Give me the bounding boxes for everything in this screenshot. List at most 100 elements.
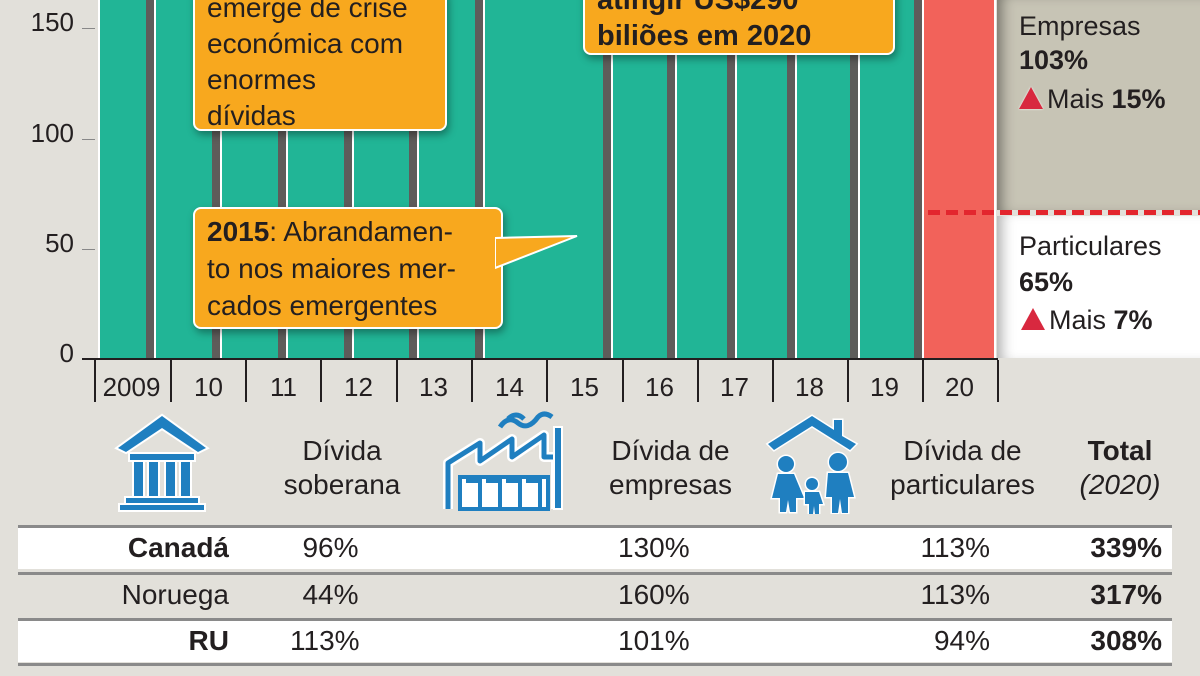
corporate-cell: 101% (618, 625, 690, 656)
y-tick (82, 28, 95, 29)
country-cell: Canadá (127, 532, 229, 563)
x-tick (471, 360, 473, 402)
legend-empresas-label: Empresas (1019, 11, 1141, 41)
table-row: Noruega 44% 160% 113% 317% (18, 572, 1172, 616)
x-tick (622, 360, 624, 402)
x-label-12: 12 (344, 372, 373, 402)
table-row: Canadá 96% 130% 113% 339% (18, 525, 1172, 569)
legend-particulares-label: Particulares (1019, 231, 1162, 261)
header-text: Dívida de (903, 435, 1022, 466)
x-label-19: 19 (870, 372, 899, 402)
corporate-cell: 130% (618, 532, 690, 563)
bar-separator (409, 0, 417, 358)
callout-pointer (495, 235, 578, 270)
header-total: Total (2020) (1060, 434, 1180, 502)
table-bottom-border (18, 663, 1172, 666)
bar-2020-highlight (922, 0, 996, 358)
bar-separator (787, 0, 795, 358)
legend-empresas-change: Mais 15% (1019, 83, 1166, 116)
x-tick (320, 360, 322, 402)
x-tick (245, 360, 247, 402)
header-sovereign-debt: Dívida soberana (262, 434, 422, 502)
x-tick (922, 360, 924, 402)
x-axis-line (82, 358, 998, 360)
header-corporate-debt: Dívida de empresas (588, 434, 753, 502)
factory-icon (443, 411, 563, 511)
callout-text: económica com (207, 28, 404, 59)
x-tick (847, 360, 849, 402)
bar-2016 (611, 0, 675, 358)
x-tick (997, 360, 999, 402)
country-cell: RU (188, 625, 229, 656)
bar-separator (212, 0, 220, 358)
x-tick (170, 360, 172, 402)
sovereign-cell: 96% (302, 532, 359, 563)
x-label-10: 10 (194, 372, 223, 402)
y-tick-label-100: 100 (30, 118, 74, 148)
legend-empresas-value: 103% (1019, 45, 1089, 75)
household-cell: 113% (920, 579, 990, 610)
dashed-divider (928, 210, 1200, 215)
legend-particulares-value: 65% (1019, 267, 1074, 297)
bank-icon (114, 413, 210, 512)
callout-text: enormes (207, 64, 316, 95)
bar-separator (278, 0, 286, 358)
up-triangle-icon (1019, 87, 1043, 109)
legend-empresas-panel: Empresas 103% Mais 15% (997, 0, 1200, 210)
x-label-14: 14 (495, 372, 524, 402)
household-cell: 94% (933, 625, 990, 656)
table-row: RU 113% 101% 94% 308% (18, 618, 1172, 662)
total-cell: 308% (1090, 625, 1162, 656)
header-text: (2020) (1079, 469, 1161, 500)
header-text: soberana (283, 469, 401, 500)
corporate-cell: 160% (618, 579, 690, 610)
bar-separator (475, 0, 483, 358)
callout-text: 2015: Abrandamen- (207, 216, 453, 247)
legend-particulares-change: Mais 7% (1021, 304, 1153, 337)
bar-separator (727, 0, 735, 358)
x-tick (772, 360, 774, 402)
header-text: Total (1087, 435, 1153, 466)
callout-text: emerge de crise (207, 0, 408, 23)
y-tick (82, 249, 95, 250)
callout-crisis: emerge de crise económica com enormes dí… (193, 0, 447, 131)
y-tick-label-50: 50 (45, 228, 74, 258)
header-text: particulares (890, 469, 1035, 500)
x-label-13: 13 (419, 372, 448, 402)
callout-text: biliões em 2020 (597, 20, 812, 52)
bar-separator (850, 0, 858, 358)
x-tick (94, 360, 96, 402)
bar-separator (344, 0, 352, 358)
x-label-15: 15 (570, 372, 599, 402)
sovereign-cell: 113% (290, 625, 360, 656)
x-label-2009: 2009 (102, 372, 161, 402)
x-label-18: 18 (795, 372, 824, 402)
x-label-16: 16 (645, 372, 674, 402)
bar-separator (603, 0, 611, 358)
callout-text: cados emergentes (207, 290, 438, 321)
x-tick (396, 360, 398, 402)
callout-text: atingir US$290 (597, 0, 799, 16)
sovereign-cell: 44% (302, 579, 359, 610)
household-cell: 113% (920, 532, 990, 563)
header-text: Dívida de (611, 435, 730, 466)
callout-total: atingir US$290 biliões em 2020 (583, 0, 895, 55)
x-label-20: 20 (945, 372, 974, 402)
callout-text: to nos maiores mer- (207, 253, 456, 284)
callout-slowdown: 2015: Abrandamen- to nos maiores mer- ca… (193, 207, 503, 329)
bar-2009 (98, 0, 146, 358)
family-house-icon (765, 414, 859, 514)
x-label-11: 11 (270, 372, 297, 402)
legend-particulares-panel: Particulares 65% Mais 7% (997, 216, 1200, 358)
x-label-17: 17 (720, 372, 749, 402)
total-cell: 339% (1090, 532, 1162, 563)
total-cell: 317% (1090, 579, 1162, 610)
bar-2015 (483, 0, 603, 358)
x-tick (697, 360, 699, 402)
bar-separator (146, 0, 154, 358)
callout-text: dívidas (207, 100, 296, 131)
bar-2019b (858, 0, 920, 358)
y-tick-label-150: 150 (30, 7, 74, 37)
country-cell: Noruega (121, 579, 229, 610)
header-text: Dívida (302, 435, 382, 466)
